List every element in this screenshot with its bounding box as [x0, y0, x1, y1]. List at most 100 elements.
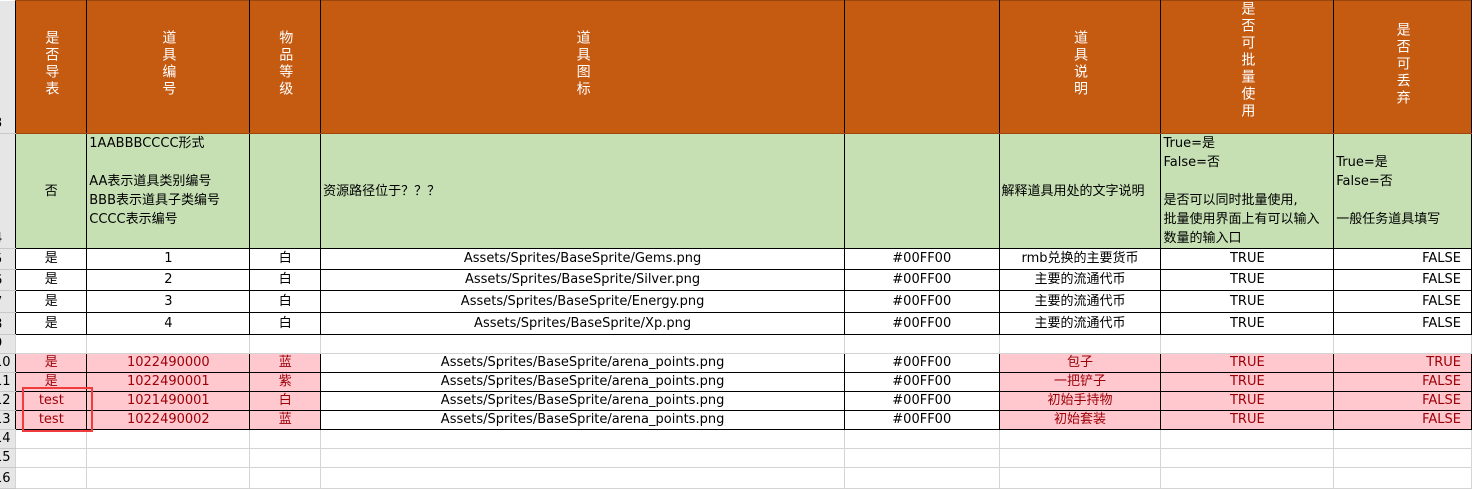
- cell-item-grade[interactable]: 紫: [249, 372, 322, 392]
- cell-item-id[interactable]: 1021490001: [86, 391, 251, 411]
- cell-color[interactable]: #00FF00: [843, 353, 1000, 373]
- cell-export-flag[interactable]: 是: [15, 372, 88, 392]
- note-cell-item-icon-path[interactable]: 资源路径位于？？？: [320, 133, 845, 249]
- cell-export-flag[interactable]: 是: [15, 269, 88, 291]
- cell-item-id[interactable]: 1022490002: [86, 410, 251, 430]
- cell-item-grade[interactable]: 白: [249, 269, 322, 291]
- cell-discardable[interactable]: FALSE: [1333, 269, 1472, 291]
- cell-export-flag[interactable]: 是: [15, 312, 88, 335]
- row-header[interactable]: 11: [0, 372, 16, 392]
- column-header-item-icon-path[interactable]: 道具图标: [320, 0, 845, 134]
- cell-discardable[interactable]: TRUE: [1333, 353, 1472, 373]
- empty-cell[interactable]: [1160, 334, 1335, 354]
- cell-item-id[interactable]: 1022490001: [86, 372, 251, 392]
- cell-color[interactable]: #00FF00: [843, 312, 1000, 335]
- cell-item-description[interactable]: 主要的流通代币: [998, 290, 1162, 313]
- empty-cell[interactable]: [1333, 467, 1472, 489]
- cell-item-description[interactable]: 主要的流通代币: [998, 269, 1162, 291]
- cell-color[interactable]: #00FF00: [843, 269, 1000, 291]
- cell-batch-usable[interactable]: TRUE: [1160, 410, 1335, 430]
- cell-item-grade[interactable]: 蓝: [249, 410, 322, 430]
- empty-cell[interactable]: [1160, 448, 1335, 468]
- row-header[interactable]: 4: [0, 133, 16, 249]
- empty-cell[interactable]: [86, 334, 251, 354]
- column-header-batch-usable[interactable]: 是否可批量使用: [1160, 0, 1335, 134]
- empty-cell[interactable]: [249, 429, 322, 449]
- empty-cell[interactable]: [998, 429, 1162, 449]
- cell-item-grade[interactable]: 蓝: [249, 353, 322, 373]
- row-header[interactable]: 3: [0, 0, 16, 134]
- row-header[interactable]: 14: [0, 429, 16, 449]
- cell-item-id[interactable]: 2: [86, 269, 251, 291]
- empty-cell[interactable]: [86, 467, 251, 489]
- cell-export-flag[interactable]: 是: [15, 290, 88, 313]
- empty-cell[interactable]: [1333, 448, 1472, 468]
- cell-item-id[interactable]: 1: [86, 248, 251, 270]
- note-cell-discardable[interactable]: True=是 False=否 一般任务道具填写: [1333, 133, 1472, 249]
- cell-export-flag[interactable]: 是: [15, 248, 88, 270]
- cell-item-description[interactable]: rmb兑换的主要货币: [998, 248, 1162, 270]
- cell-item-icon-path[interactable]: Assets/Sprites/BaseSprite/Energy.png: [320, 290, 845, 313]
- cell-item-grade[interactable]: 白: [249, 290, 322, 313]
- note-cell-export-flag[interactable]: 否: [15, 133, 88, 249]
- empty-cell[interactable]: [249, 448, 322, 468]
- row-header[interactable]: 5: [0, 248, 16, 270]
- empty-cell[interactable]: [320, 334, 845, 354]
- cell-export-flag[interactable]: 是: [15, 353, 88, 373]
- column-header-export-flag[interactable]: 是否导表: [15, 0, 88, 134]
- empty-cell[interactable]: [249, 334, 322, 354]
- note-cell-color[interactable]: [843, 133, 1000, 249]
- cell-item-icon-path[interactable]: Assets/Sprites/BaseSprite/arena_points.p…: [320, 353, 845, 373]
- column-header-color[interactable]: [843, 0, 1000, 134]
- row-header[interactable]: 13: [0, 410, 16, 430]
- empty-cell[interactable]: [86, 429, 251, 449]
- column-header-item-grade[interactable]: 物品等级: [249, 0, 322, 134]
- cell-batch-usable[interactable]: TRUE: [1160, 290, 1335, 313]
- row-header[interactable]: 15: [0, 448, 16, 468]
- row-header[interactable]: 8: [0, 312, 16, 335]
- cell-item-description[interactable]: 主要的流通代币: [998, 312, 1162, 335]
- empty-cell[interactable]: [1160, 429, 1335, 449]
- empty-cell[interactable]: [15, 334, 88, 354]
- cell-item-description[interactable]: 一把铲子: [998, 372, 1162, 392]
- row-header[interactable]: 9: [0, 334, 16, 354]
- cell-color[interactable]: #00FF00: [843, 290, 1000, 313]
- cell-batch-usable[interactable]: TRUE: [1160, 248, 1335, 270]
- cell-item-description[interactable]: 包子: [998, 353, 1162, 373]
- cell-export-flag[interactable]: test: [15, 391, 88, 411]
- empty-cell[interactable]: [843, 334, 1000, 354]
- empty-cell[interactable]: [86, 448, 251, 468]
- empty-cell[interactable]: [15, 429, 88, 449]
- empty-cell[interactable]: [1333, 429, 1472, 449]
- cell-item-id[interactable]: 4: [86, 312, 251, 335]
- row-header[interactable]: 6: [0, 269, 16, 291]
- cell-color[interactable]: #00FF00: [843, 410, 1000, 430]
- cell-discardable[interactable]: FALSE: [1333, 248, 1472, 270]
- cell-batch-usable[interactable]: TRUE: [1160, 372, 1335, 392]
- cell-batch-usable[interactable]: TRUE: [1160, 353, 1335, 373]
- cell-color[interactable]: #00FF00: [843, 248, 1000, 270]
- empty-cell[interactable]: [843, 467, 1000, 489]
- cell-batch-usable[interactable]: TRUE: [1160, 391, 1335, 411]
- empty-cell[interactable]: [15, 448, 88, 468]
- note-cell-item-grade[interactable]: [249, 133, 322, 249]
- cell-item-icon-path[interactable]: Assets/Sprites/BaseSprite/arena_points.p…: [320, 391, 845, 411]
- note-cell-item-id[interactable]: 1AABBBCCCC形式 AA表示道具类别编号 BBB表示道具子类编号 CCCC…: [86, 133, 251, 249]
- column-header-item-id[interactable]: 道具编号: [86, 0, 251, 134]
- row-header[interactable]: 12: [0, 391, 16, 411]
- cell-item-description[interactable]: 初始套装: [998, 410, 1162, 430]
- column-header-item-description[interactable]: 道具说明: [998, 0, 1162, 134]
- empty-cell[interactable]: [843, 429, 1000, 449]
- note-cell-batch-usable[interactable]: True=是 False=否 是否可以同时批量使用, 批量使用界面上有可以输入数…: [1160, 133, 1335, 249]
- note-cell-item-description[interactable]: 解释道具用处的文字说明: [998, 133, 1162, 249]
- cell-item-icon-path[interactable]: Assets/Sprites/BaseSprite/arena_points.p…: [320, 372, 845, 392]
- cell-discardable[interactable]: FALSE: [1333, 391, 1472, 411]
- empty-cell[interactable]: [843, 448, 1000, 468]
- cell-item-icon-path[interactable]: Assets/Sprites/BaseSprite/Xp.png: [320, 312, 845, 335]
- cell-discardable[interactable]: FALSE: [1333, 372, 1472, 392]
- cell-color[interactable]: #00FF00: [843, 391, 1000, 411]
- empty-cell[interactable]: [998, 467, 1162, 489]
- cell-item-grade[interactable]: 白: [249, 391, 322, 411]
- empty-cell[interactable]: [320, 448, 845, 468]
